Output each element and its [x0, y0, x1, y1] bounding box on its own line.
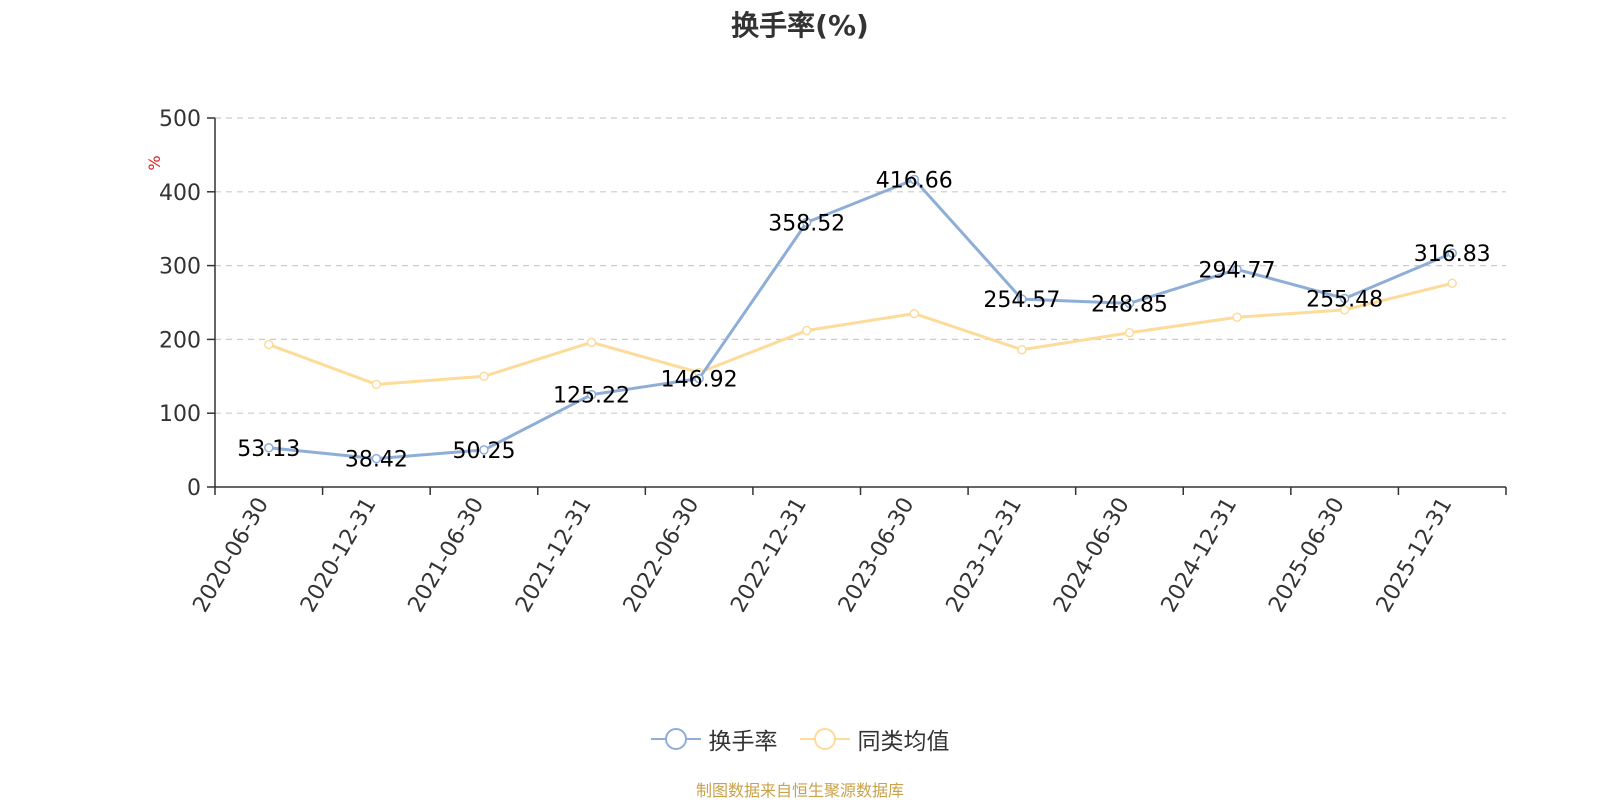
data-label: 294.77: [1199, 258, 1276, 283]
y-tick-label: 0: [187, 476, 201, 501]
data-point[interactable]: [801, 325, 812, 336]
series-line-0: [268, 178, 1453, 461]
data-point[interactable]: [1339, 293, 1350, 304]
data-point[interactable]: [479, 371, 489, 382]
series-line-1: [268, 281, 1453, 386]
y-tick-label: 100: [159, 402, 201, 427]
data-point[interactable]: [1339, 305, 1350, 315]
data-point[interactable]: [264, 339, 274, 350]
data-label: 146.92: [661, 368, 738, 393]
x-tick-label: 2024-06-30: [1049, 494, 1135, 617]
data-label: 416.66: [876, 169, 953, 194]
legend-item-peer-average[interactable]: 同类均值: [799, 722, 950, 756]
x-tick-label: 2023-06-30: [834, 494, 920, 617]
chart-title: 换手率(%): [731, 9, 869, 42]
data-label: 316.83: [1414, 242, 1491, 267]
data-point[interactable]: [1232, 264, 1242, 275]
data-label: 53.13: [237, 437, 300, 462]
data-label: 255.48: [1306, 287, 1383, 312]
data-label: 38.42: [345, 448, 408, 473]
x-tick-label: 2022-06-30: [619, 494, 705, 617]
data-point[interactable]: [371, 379, 382, 390]
data-point[interactable]: [586, 337, 597, 348]
x-tick-label: 2025-12-31: [1372, 494, 1458, 617]
data-source-note: 制图数据来自恒生聚源数据库: [695, 781, 904, 800]
data-point[interactable]: [264, 443, 274, 453]
data-point[interactable]: [909, 308, 920, 319]
y-axis-unit-label: %: [145, 155, 164, 170]
y-tick-label: 400: [159, 181, 201, 206]
data-point[interactable]: [1124, 298, 1135, 309]
y-tick-label: 200: [159, 328, 201, 353]
x-tick-label: 2022-12-31: [726, 494, 812, 617]
data-point[interactable]: [801, 217, 812, 228]
data-point[interactable]: [1017, 294, 1027, 304]
data-label: 50.25: [452, 439, 515, 464]
x-tick-label: 2024-12-31: [1157, 494, 1243, 617]
x-tick-label: 2023-12-31: [941, 494, 1027, 617]
legend-label-peer-average: 同类均值: [857, 729, 950, 755]
data-point[interactable]: [371, 453, 382, 464]
x-tick-label: 2025-06-30: [1264, 494, 1350, 617]
x-tick-label: 2020-12-31: [296, 494, 382, 617]
data-point[interactable]: [1232, 312, 1242, 323]
data-point[interactable]: [1447, 278, 1457, 289]
legend-label-turnover: 换手率: [708, 729, 778, 755]
data-labels: 53.13 38.42 50.25 125.22 146.92 358.52 416.66 2…: [237, 169, 1490, 473]
data-point[interactable]: [694, 373, 704, 384]
data-point[interactable]: [586, 389, 597, 400]
data-point[interactable]: [1124, 328, 1135, 338]
axes: 0 100 200 300 400 500 2020-06-30 2020-12-31 2021…: [159, 107, 1507, 617]
data-label: 248.85: [1091, 292, 1168, 317]
legend-marker-turnover-icon: [650, 728, 701, 750]
y-tick-label: 300: [159, 255, 201, 280]
y-tick-label: 500: [159, 107, 201, 132]
x-tick-label: 2021-12-31: [511, 494, 597, 617]
data-point[interactable]: [1017, 344, 1027, 355]
x-tick-label: 2021-06-30: [404, 494, 490, 617]
data-point[interactable]: [1447, 248, 1457, 258]
grid-lines: [215, 117, 1506, 414]
data-label: 358.52: [768, 211, 845, 236]
legend-item-turnover[interactable]: 换手率: [650, 722, 778, 756]
data-point[interactable]: [909, 174, 920, 185]
data-label: 125.22: [553, 384, 630, 409]
legend-marker-peer-average-icon: [799, 728, 850, 750]
x-tick-label: 2020-06-30: [188, 494, 274, 617]
data-point[interactable]: [479, 445, 489, 455]
series: [264, 174, 1457, 464]
legend: 换手率 同类均值: [0, 722, 1600, 756]
data-label: 254.57: [983, 288, 1060, 313]
